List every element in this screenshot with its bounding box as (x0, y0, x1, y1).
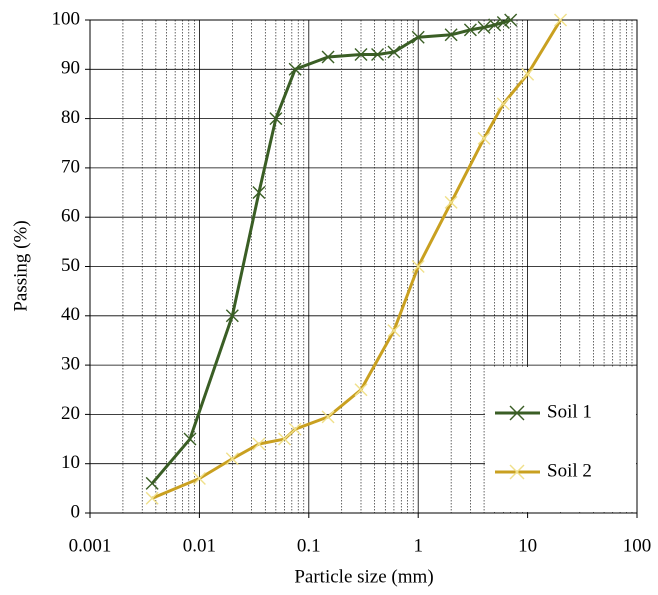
marker (371, 48, 385, 62)
x-tick-label: 0.001 (69, 535, 112, 556)
x-tick-label: 0.1 (297, 535, 321, 556)
marker-stroke (387, 324, 401, 338)
legend-label: Soil 1 (547, 401, 592, 422)
marker (354, 383, 368, 397)
marker-stroke (321, 50, 335, 64)
marker (278, 432, 292, 446)
x-tick-label: 0.01 (183, 535, 216, 556)
marker-stroke (278, 432, 292, 446)
marker (192, 471, 206, 485)
marker-stroke (488, 18, 502, 32)
marker (225, 309, 239, 323)
marker-stroke (288, 422, 302, 436)
y-tick-label: 10 (61, 452, 80, 473)
marker-stroke (145, 491, 159, 505)
marker (463, 23, 477, 37)
x-tick-label: 1 (413, 535, 423, 556)
y-tick-label: 70 (61, 156, 80, 177)
marker (269, 112, 283, 126)
marker-stroke (411, 30, 425, 44)
marker-stroke (509, 464, 525, 480)
marker-stroke (252, 437, 266, 451)
marker-stroke (252, 186, 266, 200)
marker-stroke (288, 62, 302, 76)
y-tick-label: 100 (52, 8, 81, 29)
marker (225, 452, 239, 466)
plot-frame (89, 19, 638, 514)
x-tick-label: 100 (623, 535, 652, 556)
marker-stroke (444, 28, 458, 42)
y-tick-label: 90 (61, 58, 80, 79)
marker (387, 324, 401, 338)
y-tick-label: 40 (61, 304, 80, 325)
marker (477, 20, 491, 34)
marker (321, 410, 335, 424)
y-tick-label: 0 (71, 501, 81, 522)
marker (387, 45, 401, 59)
x-axis-label: Particle size (mm) (294, 566, 433, 587)
y-tick-label: 30 (61, 353, 80, 374)
marker-stroke (354, 48, 368, 62)
y-tick-label: 80 (61, 107, 80, 128)
marker-stroke (411, 260, 425, 273)
y-tick-label: 60 (61, 206, 80, 227)
marker (488, 18, 502, 32)
marker-stroke (371, 48, 385, 62)
marker (496, 97, 510, 111)
marker-stroke (521, 67, 535, 81)
marker (411, 30, 425, 44)
marker-stroke (225, 452, 239, 466)
legend-marker (509, 405, 525, 421)
marker-stroke (321, 410, 335, 424)
marker-stroke (477, 131, 491, 145)
legend-marker (509, 464, 525, 480)
marker-stroke (554, 13, 568, 27)
marker (288, 422, 302, 436)
marker (321, 50, 335, 64)
marker (252, 437, 266, 451)
marker (288, 62, 302, 76)
marker (411, 260, 425, 273)
marker-stroke (477, 20, 491, 34)
marker (554, 13, 568, 27)
legend-label: Soil 2 (547, 460, 592, 481)
marker (521, 67, 535, 81)
marker (504, 13, 518, 27)
marker (183, 432, 197, 446)
x-tick-label: 10 (518, 535, 537, 556)
marker (252, 186, 266, 200)
marker-stroke (496, 97, 510, 111)
marker (444, 195, 458, 209)
marker-stroke (183, 432, 197, 446)
marker (145, 491, 159, 505)
marker (145, 476, 159, 490)
marker (354, 48, 368, 62)
legend-box (485, 367, 636, 512)
marker (444, 28, 458, 42)
y-tick-label: 20 (61, 403, 80, 424)
marker-stroke (444, 195, 458, 209)
marker-stroke (509, 405, 525, 421)
marker-stroke (354, 383, 368, 397)
marker-stroke (496, 15, 510, 29)
marker-stroke (504, 13, 518, 27)
marker-stroke (145, 476, 159, 490)
marker (477, 131, 491, 145)
marker-stroke (192, 471, 206, 485)
marker-stroke (269, 112, 283, 126)
y-tick-label: 50 (61, 255, 80, 276)
marker-stroke (387, 45, 401, 59)
marker-stroke (463, 23, 477, 37)
marker-stroke (225, 309, 239, 323)
y-axis-label: Passing (%) (10, 220, 31, 311)
marker (496, 15, 510, 29)
